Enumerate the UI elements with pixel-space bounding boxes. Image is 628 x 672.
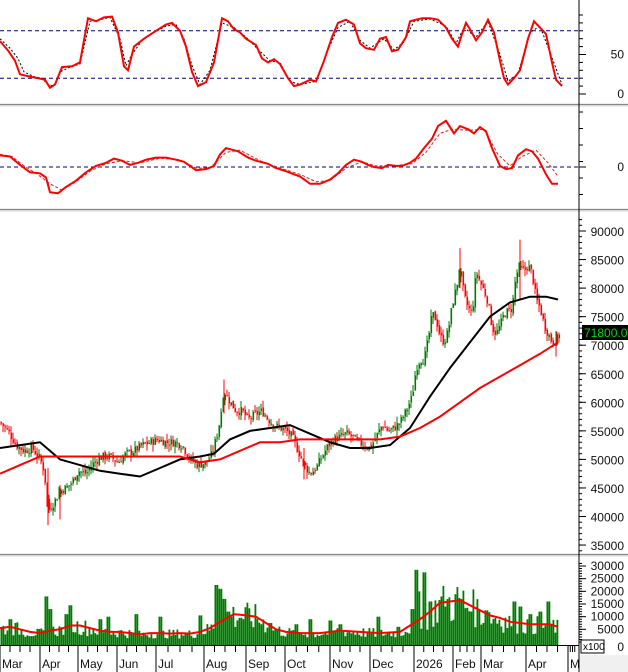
macd-panel [0,119,579,195]
svg-text:40000: 40000 [591,511,625,525]
svg-text:30000: 30000 [591,559,625,573]
svg-text:Feb: Feb [455,657,476,671]
svg-text:5000: 5000 [597,622,624,636]
svg-text:M: M [570,657,580,671]
svg-text:25000: 25000 [591,572,625,586]
svg-text:10000: 10000 [591,610,625,624]
svg-text:85000: 85000 [591,254,625,268]
svg-text:Nov: Nov [332,657,353,671]
svg-text:Apr: Apr [42,657,61,671]
svg-text:20000: 20000 [591,584,625,598]
svg-text:70000: 70000 [591,339,625,353]
svg-text:x100: x100 [583,642,605,653]
svg-text:Dec: Dec [372,657,393,671]
svg-text:75000: 75000 [591,311,625,325]
svg-text:0: 0 [617,640,624,654]
svg-text:45000: 45000 [591,482,625,496]
svg-text:60000: 60000 [591,396,625,410]
volume-unit-label: x100 [580,639,605,654]
svg-text:0: 0 [617,87,624,101]
last-price-label: 71800.00 [584,326,628,340]
svg-text:90000: 90000 [591,225,625,239]
svg-text:Apr: Apr [528,657,547,671]
svg-text:50000: 50000 [591,453,625,467]
svg-text:80000: 80000 [591,282,625,296]
svg-text:Jul: Jul [158,657,173,671]
svg-text:35000: 35000 [591,539,625,553]
rsi-panel [0,15,579,90]
svg-text:55000: 55000 [591,425,625,439]
price-panel [0,239,561,526]
svg-text:May: May [80,657,103,671]
svg-text:0: 0 [617,160,624,174]
svg-text:Aug: Aug [206,657,227,671]
volume-panel [0,569,559,645]
x-axis: Mar Apr May Jun Jul Aug Sep Oct Nov Dec 2026 Feb Mar… [0,646,580,672]
svg-text:65000: 65000 [591,368,625,382]
svg-text:15000: 15000 [591,597,625,611]
svg-text:Sep: Sep [248,657,270,671]
svg-text:Oct: Oct [287,657,306,671]
svg-text:50: 50 [611,48,625,62]
svg-text:Jun: Jun [119,657,138,671]
svg-text:Mar: Mar [483,657,504,671]
svg-text:Mar: Mar [2,657,23,671]
svg-text:2026: 2026 [416,657,443,671]
last-price-badge: 71800.00 [582,325,628,340]
